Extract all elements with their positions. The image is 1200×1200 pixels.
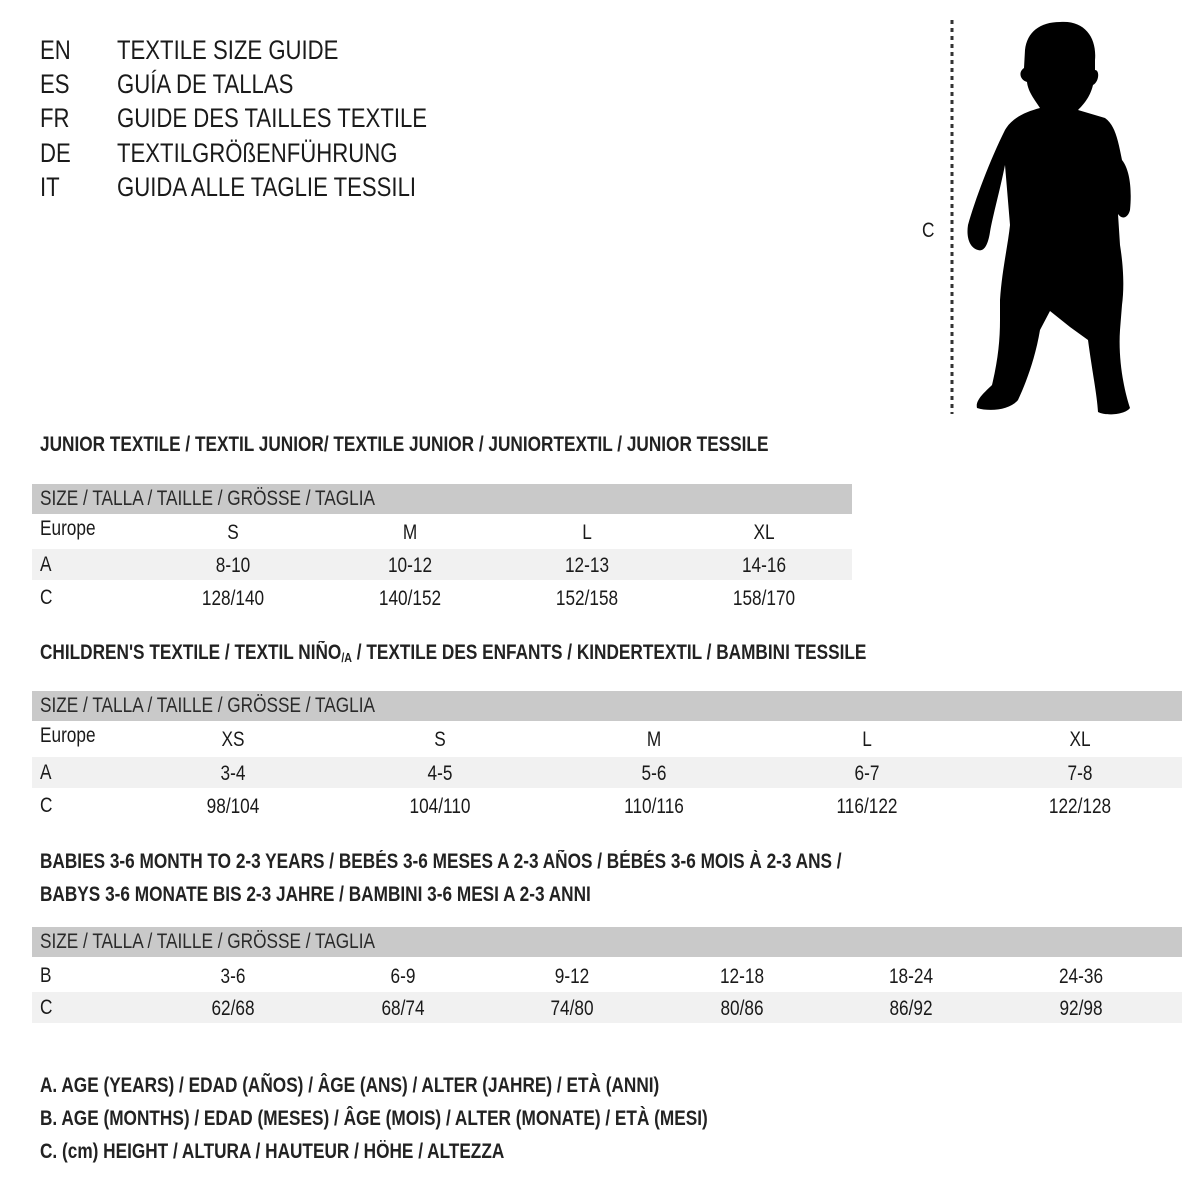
table-cell: 128/140 [201,587,265,610]
table-cell: 122/128 [1048,795,1112,818]
table-header-band [32,927,1182,957]
table-cell: 9-12 [554,965,590,988]
table-cell: 110/116 [624,795,684,818]
table-cell: 18-24 [888,965,934,988]
table-cell: 62/68 [211,997,255,1020]
title-part: / TEXTILE DES ENFANTS / KINDERTEXTIL / B… [351,641,867,664]
table-header-band [32,691,1182,721]
height-label: C [922,219,935,242]
row-label: C [40,794,53,817]
table-cell: M [402,521,418,544]
table-cell: 7-8 [1067,762,1093,785]
table-header-band [32,484,852,514]
table-cell: 3-6 [220,965,246,988]
table-row [32,516,852,547]
table-cell: 98/104 [206,795,260,818]
lang-title-de: TEXTILGRÖßENFÜHRUNG [117,138,398,168]
table-cell: XL [1069,728,1091,751]
table-row [32,582,852,613]
table-cell: 10-12 [387,554,433,577]
lang-code-fr: FR [40,103,70,133]
row-label: Europe [40,724,96,747]
table-cell: 80/86 [720,997,764,1020]
table-cell: 92/98 [1059,997,1103,1020]
row-label: C [40,586,53,609]
table-cell: 140/152 [378,587,442,610]
table-row [32,549,852,580]
lang-title-en: TEXTILE SIZE GUIDE [117,35,339,65]
table-header-label: SIZE / TALLA / TAILLE / GRÖSSE / TAGLIA [40,930,375,953]
lang-code-de: DE [40,138,71,168]
lang-code-es: ES [40,69,70,99]
table-cell: 3-4 [220,762,246,785]
legend-a: A. AGE (YEARS) / EDAD (AÑOS) / ÂGE (ANS)… [40,1074,660,1097]
table-cell: 4-5 [427,762,453,785]
table-cell: 6-7 [854,762,880,785]
legend-c: C. (cm) HEIGHT / ALTURA / HAUTEUR / HÖHE… [40,1140,505,1163]
table-cell: 152/158 [555,587,619,610]
row-label: A [40,761,52,784]
table-header-label: SIZE / TALLA / TAILLE / GRÖSSE / TAGLIA [40,487,375,510]
table-cell: 12-13 [564,554,610,577]
table-cell: L [862,728,872,751]
table-cell: 12-18 [719,965,765,988]
table-cell: S [434,728,446,751]
lang-title-fr: GUIDE DES TAILLES TEXTILE [117,103,428,133]
table-cell: 5-6 [641,762,667,785]
row-label: C [40,996,53,1019]
child-silhouette-icon [950,20,1131,415]
table-cell: XS [221,728,245,751]
row-label: B [40,964,52,987]
table-cell: M [646,728,662,751]
lang-title-es: GUÍA DE TALLAS [117,69,294,99]
table-cell: 158/170 [732,587,796,610]
title-subscript: /A [341,650,352,665]
table-cell: 74/80 [550,997,594,1020]
lang-title-it: GUIDA ALLE TAGLIE TESSILI [117,172,417,202]
title-part: CHILDREN'S TEXTILE / TEXTIL NIÑO [40,641,342,664]
table-cell: 6-9 [390,965,416,988]
row-label: A [40,553,52,576]
table-cell: 68/74 [381,997,425,1020]
table-cell: 8-10 [215,554,251,577]
table-row [32,757,1182,788]
table-cell: 24-36 [1058,965,1104,988]
table-cell: S [227,521,239,544]
table-row [32,960,1182,991]
table-row [32,992,1182,1023]
section-title: CHILDREN'S TEXTILE / TEXTIL NIÑO/A / TEX… [40,642,866,664]
table-cell: 14-16 [741,554,787,577]
lang-code-it: IT [40,172,60,202]
legend-b: B. AGE (MONTHS) / EDAD (MESES) / ÂGE (MO… [40,1107,708,1130]
table-cell: L [582,521,592,544]
section-title: JUNIOR TEXTILE / TEXTIL JUNIOR/ TEXTILE … [40,433,769,456]
lang-code-en: EN [40,35,71,65]
table-header-label: SIZE / TALLA / TAILLE / GRÖSSE / TAGLIA [40,694,375,717]
table-cell: 104/110 [409,795,471,818]
table-row [32,790,1182,821]
table-cell: 116/122 [836,795,898,818]
section-title-line-1: BABIES 3-6 MONTH TO 2-3 YEARS / BEBÉS 3-… [40,850,842,873]
section-title-line-2: BABYS 3-6 MONATE BIS 2-3 JAHRE / BAMBINI… [40,883,591,906]
table-cell: 86/92 [889,997,933,1020]
table-cell: XL [753,521,775,544]
table-row [32,723,1182,754]
row-label: Europe [40,517,96,540]
